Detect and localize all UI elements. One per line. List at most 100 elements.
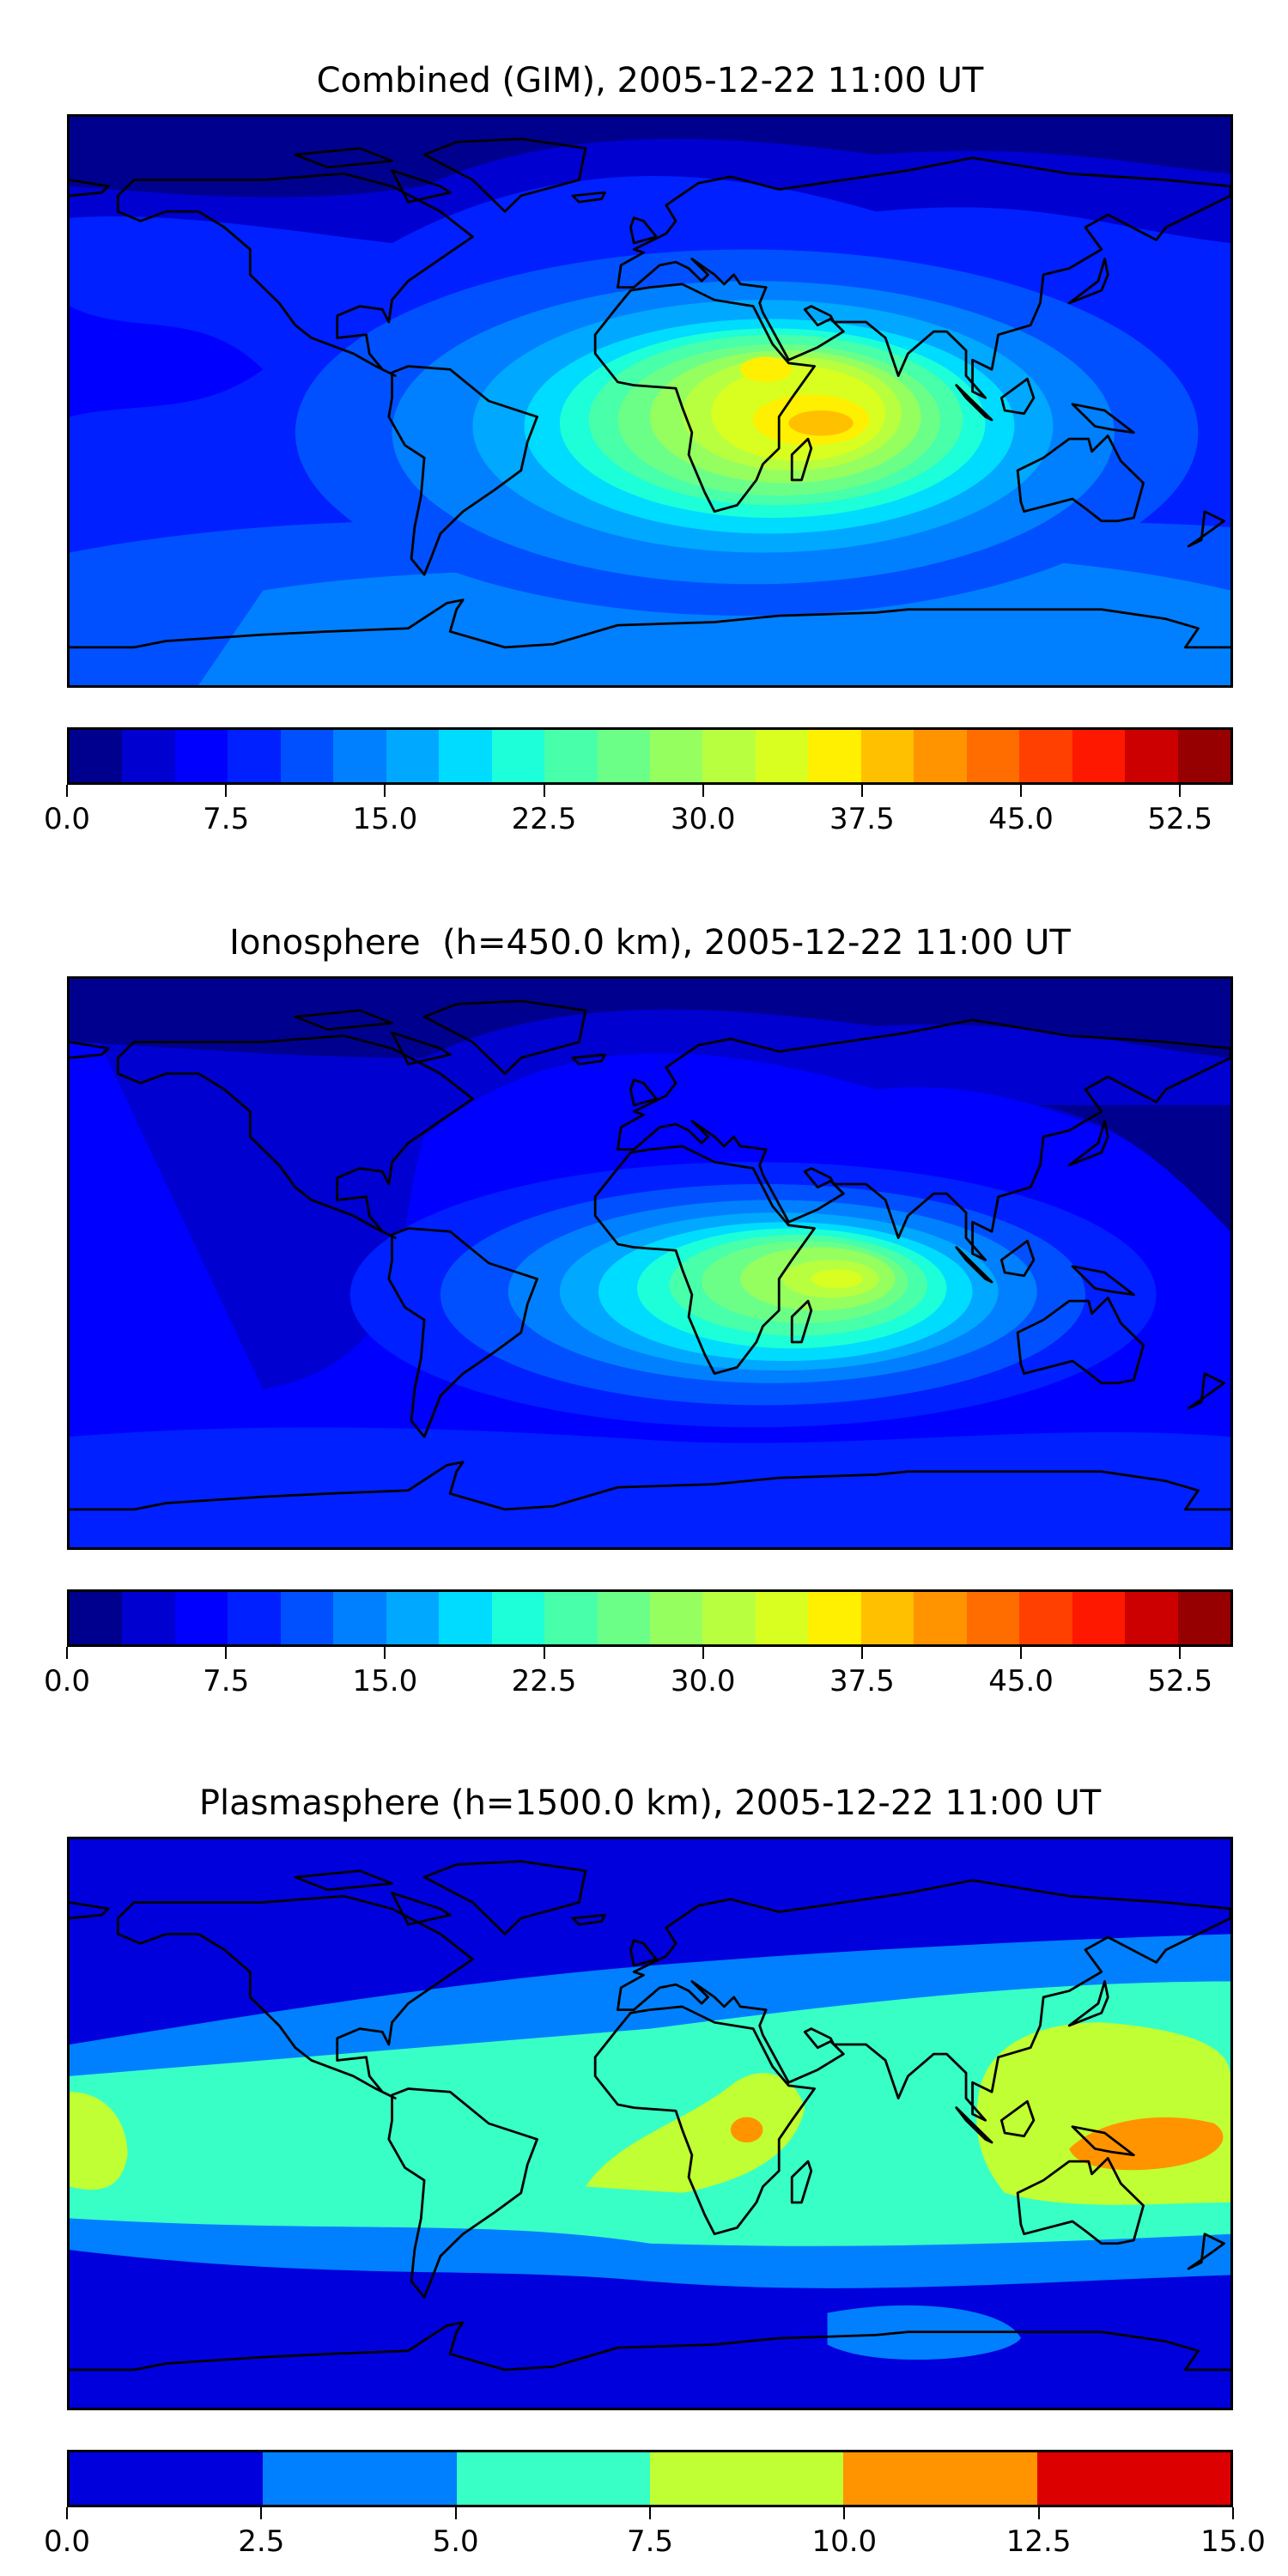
field-level-15 [788, 410, 854, 436]
colorbar-tick [66, 1647, 68, 1659]
colorbar-segment [1177, 1592, 1230, 1644]
colorbar-tick [1020, 785, 1023, 797]
colorbar-tick [384, 785, 386, 797]
colorbar-tick-label: 30.0 [670, 802, 736, 836]
colorbar-segment [808, 730, 861, 782]
colorbar-segment [860, 730, 914, 782]
colorbar-segment [649, 730, 703, 782]
colorbar-segment [1036, 2452, 1230, 2505]
colorbar-tick-label: 7.5 [626, 2524, 674, 2559]
field-level-4-africa [730, 2117, 763, 2143]
colorbar-tick [66, 785, 68, 797]
colorbar-segment [914, 730, 967, 782]
colorbar-tick-label: 22.5 [511, 802, 577, 836]
panel-2-map [67, 976, 1233, 1550]
colorbar-segment [544, 730, 598, 782]
colorbar-segment [1177, 730, 1230, 782]
colorbar-tick [1037, 2507, 1040, 2519]
panel-2-colorbar [67, 1589, 1233, 1647]
panel-1-map [67, 114, 1233, 688]
colorbar-tick-label: 37.5 [829, 802, 895, 836]
panel-3-title: Plasmasphere (h=1500.0 km), 2005-12-22 1… [198, 1783, 1102, 1823]
colorbar-tick-label: 7.5 [203, 802, 250, 836]
field-level-0 [70, 979, 1230, 1058]
colorbar-segment [1072, 1592, 1126, 1644]
field-level-2 [70, 306, 264, 417]
field-level-3-west [70, 2092, 128, 2190]
field-level-14b [740, 356, 793, 382]
colorbar-segment [649, 1592, 703, 1644]
colorbar-segment [649, 2452, 844, 2505]
colorbar-segment [1125, 730, 1178, 782]
colorbar-tick-label: 45.0 [988, 802, 1054, 836]
colorbar-segment [122, 1592, 175, 1644]
colorbar-segment [843, 2452, 1037, 2505]
colorbar-tick-label: 15.0 [352, 1664, 418, 1698]
colorbar-segment [491, 730, 545, 782]
colorbar-segment [755, 1592, 809, 1644]
colorbar-tick-label: 7.5 [203, 1664, 250, 1698]
panel-2-title: Ionosphere (h=450.0 km), 2005-12-22 11:0… [229, 923, 1071, 963]
colorbar-segment [333, 730, 386, 782]
colorbar-segment [333, 1592, 386, 1644]
colorbar-tick [649, 2507, 651, 2519]
colorbar-segment [597, 730, 650, 782]
colorbar-segment [1125, 1592, 1178, 1644]
colorbar-tick-label: 52.5 [1147, 1664, 1213, 1698]
colorbar-segment [228, 1592, 281, 1644]
field-level-4-pacific [1069, 2117, 1224, 2171]
colorbar-segment [491, 1592, 545, 1644]
field-level-3-pacific [976, 2022, 1230, 2205]
colorbar-segment [966, 1592, 1020, 1644]
colorbar-segment [70, 2452, 264, 2505]
colorbar-segment [544, 1592, 598, 1644]
colorbar-tick [1179, 1647, 1182, 1659]
combined-gim-contour-map [70, 117, 1230, 685]
colorbar-tick [543, 1647, 545, 1659]
colorbar-segment [860, 1592, 914, 1644]
ionosphere-contour-map [70, 979, 1230, 1547]
panel-1-colorbar [67, 727, 1233, 785]
colorbar-tick [1232, 2507, 1234, 2519]
colorbar-segment [439, 730, 492, 782]
colorbar-segment [70, 730, 123, 782]
colorbar-tick [260, 2507, 263, 2519]
colorbar-segment [702, 730, 756, 782]
colorbar-tick-label: 2.5 [238, 2524, 285, 2559]
field-level-2 [70, 1981, 1230, 2246]
colorbar-tick-label: 52.5 [1147, 802, 1213, 836]
plasmasphere-contour-map [70, 1839, 1230, 2408]
colorbar-tick-label: 10.0 [811, 2524, 878, 2559]
field-level-0-east [1036, 1105, 1230, 1232]
panel-3-colorbar [67, 2450, 1233, 2507]
colorbar-tick [843, 2507, 846, 2519]
colorbar-segment [1072, 730, 1126, 782]
colorbar-tick-label: 37.5 [829, 1664, 895, 1698]
colorbar-tick-label: 12.5 [1005, 2524, 1072, 2559]
colorbar-segment [1019, 730, 1072, 782]
colorbar-tick-label: 5.0 [432, 2524, 479, 2559]
colorbar-segment [755, 730, 809, 782]
colorbar-segment [122, 730, 175, 782]
colorbar-tick-label: 0.0 [43, 1664, 91, 1698]
field-level-13 [811, 1269, 863, 1289]
colorbar-tick [543, 785, 545, 797]
colorbar-tick-label: 45.0 [988, 1664, 1054, 1698]
colorbar-tick-label: 30.0 [670, 1664, 736, 1698]
colorbar-segment [70, 1592, 123, 1644]
colorbar-tick [1179, 785, 1182, 797]
colorbar-segment [263, 2452, 457, 2505]
colorbar-tick [225, 1647, 228, 1659]
colorbar-segment [386, 1592, 440, 1644]
colorbar-segment [702, 1592, 756, 1644]
colorbar-tick [225, 785, 228, 797]
colorbar-tick-label: 22.5 [511, 1664, 577, 1698]
colorbar-segment [914, 1592, 967, 1644]
colorbar-tick-label: 0.0 [43, 2524, 91, 2559]
colorbar-tick [702, 785, 704, 797]
colorbar-segment [228, 730, 281, 782]
colorbar-segment [280, 1592, 334, 1644]
colorbar-segment [174, 730, 228, 782]
colorbar-segment [966, 730, 1020, 782]
panel-1-title: Combined (GIM), 2005-12-22 11:00 UT [316, 61, 984, 100]
